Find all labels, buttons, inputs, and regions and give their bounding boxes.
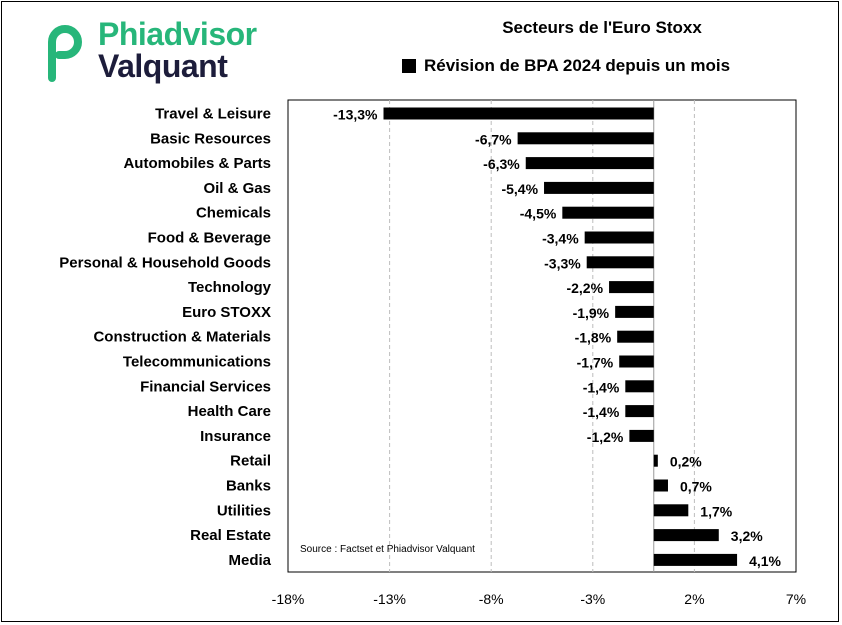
x-tick-label: -3% — [580, 591, 605, 607]
bar — [625, 405, 654, 418]
bar — [615, 305, 654, 318]
bar — [562, 206, 654, 219]
category-label: Personal & Household Goods — [59, 254, 271, 271]
category-label: Media — [228, 552, 271, 569]
data-label: -2,2% — [566, 280, 603, 296]
category-label: Food & Beverage — [148, 230, 271, 247]
plot-area-border — [287, 99, 797, 573]
category-label: Basic Resources — [150, 130, 271, 147]
category-label: Health Care — [188, 403, 271, 420]
data-label: -1,8% — [575, 330, 612, 346]
category-label: Banks — [226, 478, 271, 495]
data-label: -1,4% — [583, 404, 620, 420]
bar — [525, 157, 654, 170]
logo-mark-icon — [48, 25, 82, 82]
data-label: -1,9% — [573, 305, 610, 321]
legend-swatch — [402, 59, 416, 73]
bar — [586, 256, 654, 269]
data-label: -5,4% — [501, 181, 538, 197]
data-label: -1,7% — [577, 355, 614, 371]
x-tick-label: 7% — [786, 591, 806, 607]
bar — [544, 181, 654, 194]
data-label: -4,5% — [520, 206, 557, 222]
x-tick-label: -8% — [479, 591, 504, 607]
data-label: 0,2% — [670, 454, 702, 470]
bar — [653, 454, 658, 467]
data-label: -1,2% — [587, 429, 624, 445]
data-label: -1,4% — [583, 379, 620, 395]
category-label: Euro STOXX — [182, 304, 271, 321]
logo-text-valquant: Valquant — [98, 48, 228, 84]
bar — [653, 504, 689, 517]
x-tick-label: -13% — [373, 591, 406, 607]
bar — [619, 355, 654, 368]
data-label: 1,7% — [700, 503, 732, 519]
category-label: Telecommunications — [123, 354, 271, 371]
bar — [629, 429, 654, 442]
bar — [617, 330, 654, 343]
category-label: Financial Services — [140, 378, 271, 395]
data-label: 0,7% — [680, 479, 712, 495]
category-label: Real Estate — [190, 527, 271, 544]
category-label: Insurance — [200, 428, 271, 445]
category-label: Utilities — [217, 502, 271, 519]
chart-title: Secteurs de l'Euro Stoxx — [502, 18, 702, 37]
x-tick-label: -18% — [272, 591, 305, 607]
category-label: Oil & Gas — [203, 180, 271, 197]
bar — [584, 231, 654, 244]
category-label: Automobiles & Parts — [123, 155, 271, 172]
data-label: -13,3% — [333, 107, 378, 123]
phiadvisor-valquant-logo: Phiadvisor Valquant — [40, 16, 270, 82]
category-label: Chemicals — [196, 205, 271, 222]
category-label: Technology — [188, 279, 272, 296]
source-note: Source : Factset et Phiadvisor Valquant — [300, 544, 475, 555]
bar — [653, 553, 738, 566]
chart-legend: Révision de BPA 2024 depuis un mois — [402, 56, 730, 76]
bar — [653, 479, 668, 492]
data-label: -3,4% — [542, 231, 579, 247]
bar — [609, 281, 654, 294]
legend-label: Révision de BPA 2024 depuis un mois — [424, 56, 731, 75]
data-label: -6,3% — [483, 156, 520, 172]
category-label: Travel & Leisure — [155, 106, 271, 123]
bar — [517, 132, 654, 145]
bar — [653, 529, 719, 542]
bar — [625, 380, 654, 393]
data-label: 4,1% — [749, 553, 781, 569]
bar — [383, 107, 654, 120]
data-label: 3,2% — [731, 528, 763, 544]
category-label: Construction & Materials — [93, 329, 271, 346]
x-tick-label: 2% — [684, 591, 704, 607]
logo-text-phiadvisor: Phiadvisor — [98, 16, 257, 52]
data-label: -3,3% — [544, 255, 581, 271]
data-label: -6,7% — [475, 131, 512, 147]
category-label: Retail — [230, 453, 271, 470]
